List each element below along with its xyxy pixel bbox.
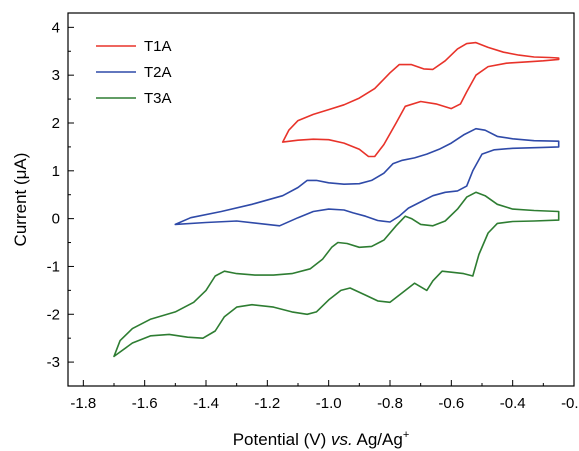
x-tick-label: -0.8 bbox=[377, 395, 403, 412]
series-line-t2a bbox=[174, 127, 560, 227]
x-tick-label: -1.4 bbox=[193, 395, 219, 412]
legend-label-t1a: T1A bbox=[144, 38, 172, 55]
x-axis-title: Potential (V) vs. Ag/Ag+ bbox=[233, 429, 410, 449]
x-tick-label: -0.2 bbox=[561, 395, 579, 412]
legend-label-t2a: T2A bbox=[144, 64, 172, 81]
y-tick-label: 2 bbox=[52, 115, 60, 132]
x-tick-label: -0.6 bbox=[438, 395, 464, 412]
x-tick-label: -1.0 bbox=[316, 395, 342, 412]
y-tick-label: -3 bbox=[47, 354, 60, 371]
x-tick-label: -0.4 bbox=[500, 395, 526, 412]
x-tick-label: -1.6 bbox=[132, 395, 158, 412]
y-tick-label: 4 bbox=[52, 19, 60, 36]
x-tick-label: -1.8 bbox=[70, 395, 96, 412]
y-tick-label: 0 bbox=[52, 211, 60, 228]
series-layer bbox=[113, 41, 560, 358]
legend-label-t3a: T3A bbox=[144, 90, 172, 107]
y-axis-title: Current (μA) bbox=[11, 153, 30, 247]
plot-frame bbox=[67, 12, 575, 387]
y-tick-label: -1 bbox=[47, 258, 60, 275]
axis-layer: -1.8 -1.6 -1.4 -1.2 -1.0 -0.8 -0.6 -0.4 -0.2 -3 -2… bbox=[47, 19, 579, 412]
y-tick-label: -2 bbox=[47, 306, 60, 323]
series-line-t3a bbox=[113, 191, 560, 358]
y-tick-label: 3 bbox=[52, 67, 60, 84]
legend: T1A T2A T3A bbox=[96, 38, 172, 107]
y-tick-label: 1 bbox=[52, 163, 60, 180]
x-tick-label: -1.2 bbox=[254, 395, 280, 412]
series-line-t1a bbox=[281, 41, 560, 158]
